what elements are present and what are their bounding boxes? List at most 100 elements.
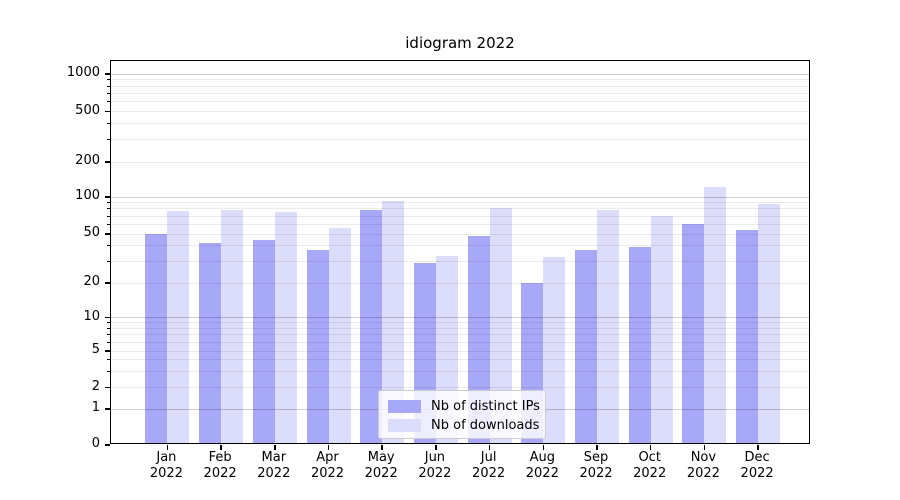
- x-tick-year: 2022: [633, 466, 667, 481]
- x-tick-year: 2022: [740, 466, 774, 481]
- bar-distinct-ips-nov: [682, 223, 705, 444]
- y-minor-tick: [106, 359, 110, 361]
- y-minor-tick: [106, 223, 110, 225]
- x-tick-month: May: [367, 450, 395, 465]
- bar-downloads-jul: [489, 207, 512, 444]
- x-tick: [649, 444, 652, 450]
- y-minor-tick: [106, 322, 110, 324]
- y-minor-tick: [106, 79, 110, 81]
- gridline-minor: [111, 327, 809, 329]
- y-minor-tick: [106, 92, 110, 94]
- bar-downloads-oct: [650, 216, 673, 444]
- y-tick-label: 100: [75, 188, 100, 203]
- bar-distinct-ips-oct: [628, 246, 651, 444]
- gridline-minor: [111, 387, 809, 388]
- x-tick: [274, 444, 276, 450]
- x-tick-month: Sep: [583, 450, 609, 465]
- bar-downloads-may: [382, 200, 405, 444]
- legend-label: Nb of downloads: [431, 417, 540, 433]
- gridline-minor: [111, 111, 809, 112]
- x-tick-label: Aug 2022: [499, 450, 585, 482]
- legend-swatch-downloads: [388, 418, 421, 432]
- gridline-minor: [111, 161, 809, 163]
- y-minor-tick: [106, 101, 110, 103]
- x-tick-month: Apr: [316, 450, 339, 465]
- x-tick-month: Jul: [480, 450, 497, 465]
- x-tick-month: Nov: [690, 450, 717, 465]
- x-tick-year: 2022: [525, 466, 559, 481]
- gridline-minor: [111, 208, 809, 210]
- y-minor-tick: [106, 334, 110, 336]
- x-tick: [381, 444, 383, 450]
- x-tick-year: 2022: [579, 466, 613, 481]
- gridline-minor: [111, 260, 809, 262]
- bar-downloads-mar: [274, 211, 297, 444]
- x-tick-year: 2022: [310, 466, 345, 481]
- y-tick-label: 200: [75, 153, 100, 168]
- gridline-minor: [111, 101, 809, 103]
- legend-label: Nb of distinct IPs: [431, 398, 540, 414]
- x-tick-label: Nov 2022: [660, 450, 746, 482]
- x-tick-label: May 2022: [338, 450, 424, 482]
- y-tick-label: 1000: [66, 65, 100, 80]
- chart-title: idiogram 2022: [405, 34, 515, 52]
- gridline-major: [111, 317, 809, 318]
- legend-swatch-distinct-ips: [388, 399, 421, 413]
- x-tick-month: Mar: [261, 450, 287, 465]
- y-tick: [104, 196, 110, 198]
- y-minor-tick: [106, 161, 110, 163]
- bar-distinct-ips-apr: [306, 249, 329, 444]
- gridline-minor: [111, 85, 809, 87]
- gridline-minor: [111, 282, 809, 284]
- gridline-major: [111, 73, 809, 75]
- gridline-minor: [111, 370, 809, 372]
- y-minor-tick: [106, 111, 110, 112]
- x-tick-year: 2022: [149, 466, 183, 481]
- y-tick-label: 1: [91, 400, 100, 415]
- x-tick-label: Sep 2022: [553, 450, 639, 482]
- y-tick: [104, 408, 110, 410]
- x-tick: [703, 444, 706, 450]
- y-tick-label: 5: [91, 342, 100, 357]
- gridline-minor: [111, 334, 809, 336]
- y-minor-tick: [106, 370, 110, 372]
- bar-downloads-dec: [758, 203, 781, 444]
- x-tick-label: Dec 2022: [714, 450, 800, 482]
- x-tick: [327, 444, 330, 450]
- gridline-major: [111, 196, 809, 198]
- x-tick-year: 2022: [686, 466, 720, 481]
- gridline-minor: [111, 245, 809, 247]
- x-tick-month: Jun: [424, 450, 446, 465]
- y-minor-tick: [106, 282, 110, 284]
- y-tick-label: 10: [83, 308, 100, 324]
- x-tick: [596, 444, 598, 450]
- x-tick: [757, 444, 759, 450]
- x-tick-year: 2022: [418, 466, 452, 481]
- x-tick: [166, 444, 169, 450]
- gridline-minor: [111, 123, 809, 125]
- y-minor-tick: [106, 341, 110, 343]
- x-tick: [220, 444, 222, 450]
- gridline-minor: [111, 215, 809, 217]
- gridline-minor: [111, 233, 809, 235]
- x-tick-year: 2022: [257, 466, 291, 481]
- x-tick-label: Feb 2022: [177, 450, 263, 482]
- x-tick-month: Oct: [638, 450, 661, 465]
- legend-item: Nb of downloads: [388, 416, 545, 434]
- y-tick: [104, 316, 110, 318]
- x-tick-label: Oct 2022: [607, 450, 693, 482]
- y-tick: [104, 444, 110, 446]
- bar-distinct-ips-jan: [145, 233, 168, 444]
- x-tick-label: Jun 2022: [392, 450, 478, 482]
- bar-distinct-ips-feb: [199, 242, 222, 444]
- y-tick-label: 2: [91, 378, 100, 394]
- gridline-minor: [111, 139, 809, 141]
- x-tick-month: Dec: [744, 450, 770, 465]
- gridline-minor: [111, 202, 809, 204]
- gridline-minor: [111, 350, 809, 352]
- gridline-minor: [111, 341, 809, 343]
- y-minor-tick: [106, 233, 110, 235]
- y-minor-tick: [106, 245, 110, 247]
- x-tick-month: Jan: [156, 450, 177, 465]
- x-tick: [542, 444, 545, 450]
